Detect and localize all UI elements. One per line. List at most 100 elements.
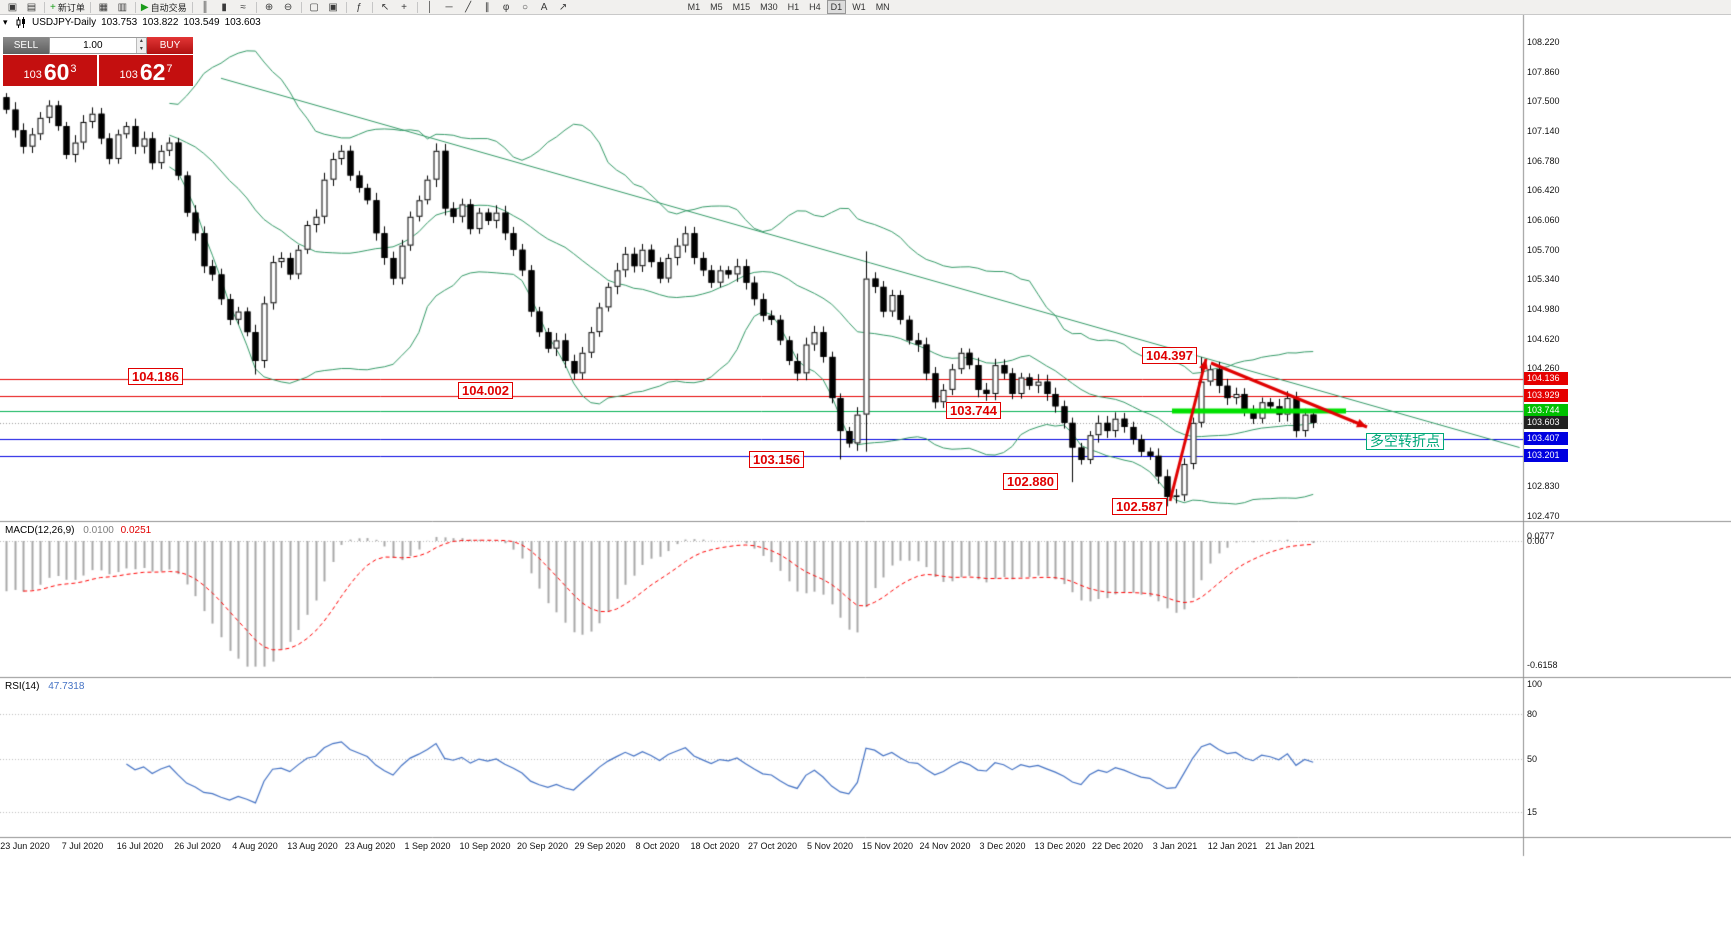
- toolbar: ▣ ▤ + 新订单 ▦ ▥ ▶ 自动交易 ║ ▮ ≈ ⊕ ⊖ ▢ ▣ ƒ ↖ + │ ─ ╱ ∥ φ ○ A ↗ M1 M5 M15 M…: [0, 0, 1731, 15]
- price-tag: 103.603: [1524, 416, 1568, 430]
- profiles-button[interactable]: ▥: [113, 1, 132, 14]
- horizontal-line-button[interactable]: ─: [440, 1, 459, 14]
- crosshair-button[interactable]: +: [395, 1, 414, 14]
- price-tag: 104.136: [1524, 372, 1568, 386]
- zoom-out-button[interactable]: ⊖: [279, 1, 298, 14]
- buy-price-point: 7: [166, 63, 173, 75]
- macd-name: MACD(12,26,9): [5, 525, 75, 536]
- autotrading-button-label: 自动交易: [150, 2, 187, 13]
- timeframe-w1[interactable]: W1: [852, 2, 866, 12]
- timeframe-m1[interactable]: M1: [687, 2, 701, 12]
- time-axis-label: 29 Sep 2020: [574, 841, 626, 851]
- toolbar-separator: [191, 1, 193, 13]
- zoom-out-button-glyph: ⊖: [283, 1, 293, 13]
- symbol-title: USDJPY-Daily: [32, 17, 97, 28]
- bar-chart-button[interactable]: ║: [196, 1, 215, 14]
- buy-price-figure: 103: [119, 69, 138, 81]
- price-axis-label: 107.500: [1527, 96, 1560, 107]
- sell-price-figure: 103: [23, 69, 42, 81]
- rsi-axis-label: 80: [1527, 709, 1538, 719]
- zoom-in-button-glyph: ⊕: [264, 1, 274, 13]
- price-axis-label: 104.980: [1527, 304, 1560, 315]
- cursor-button-glyph: ↖: [380, 1, 390, 13]
- timeframe-m30[interactable]: M30: [760, 2, 778, 12]
- time-axis-label: 5 Nov 2020: [806, 841, 854, 851]
- timeframe-h1[interactable]: H1: [787, 2, 800, 12]
- channel-button-glyph: ∥: [484, 1, 490, 13]
- autotrading-button[interactable]: ▶ 自动交易: [139, 1, 189, 14]
- indicators-button[interactable]: ƒ: [350, 1, 369, 14]
- time-axis-label: 23 Jun 2020: [0, 841, 50, 851]
- sell-price-button[interactable]: 103 60 3: [3, 55, 97, 86]
- chart-window-icon[interactable]: ▣: [3, 1, 22, 14]
- crosshair-button-glyph: +: [401, 1, 407, 13]
- volume-down-icon[interactable]: ▾: [136, 45, 146, 53]
- vertical-line-button[interactable]: │: [421, 1, 440, 14]
- price-axis-label: 105.700: [1527, 244, 1560, 255]
- toolbar-separator: [89, 1, 91, 13]
- cascade-windows-button[interactable]: ▣: [324, 1, 343, 14]
- time-axis-label: 18 Oct 2020: [690, 841, 740, 851]
- channel-button[interactable]: ∥: [478, 1, 497, 14]
- timeframe-h4[interactable]: H4: [809, 2, 821, 12]
- toolbar-separator: [300, 1, 302, 13]
- cascade-windows-button-glyph: ▣: [328, 1, 338, 13]
- new-chart-button[interactable]: ▦: [94, 1, 113, 14]
- toolbar-separator: [416, 1, 418, 13]
- shapes-button[interactable]: ○: [516, 1, 535, 14]
- price-tag: 103.929: [1524, 389, 1568, 403]
- new-order-button[interactable]: + 新订单: [48, 1, 87, 14]
- tile-windows-button[interactable]: ▢: [305, 1, 324, 14]
- arrow-tools-button-glyph: ↗: [558, 1, 568, 13]
- time-axis-label: 24 Nov 2020: [919, 841, 971, 851]
- price-level-annotation: 102.587: [1112, 498, 1167, 515]
- new-order-button-glyph: +: [50, 1, 56, 13]
- time-axis-label: 22 Dec 2020: [1091, 841, 1144, 851]
- buy-button[interactable]: BUY: [147, 37, 193, 54]
- line-chart-button[interactable]: ≈: [234, 1, 253, 14]
- rsi-axis-label: 50: [1527, 754, 1538, 764]
- toolbar-buttons: ▣ ▤ + 新订单 ▦ ▥ ▶ 自动交易 ║ ▮ ≈ ⊕ ⊖ ▢ ▣ ƒ ↖ + │ ─ ╱ ∥ φ ○ A ↗: [3, 1, 573, 14]
- fibonacci-button[interactable]: φ: [497, 1, 516, 14]
- cursor-button[interactable]: ↖: [376, 1, 395, 14]
- candlestick-chart-button-glyph: ▮: [221, 1, 227, 13]
- price-axis-label: 107.140: [1527, 126, 1560, 137]
- time-axis-label: 20 Sep 2020: [516, 841, 569, 851]
- time-axis-label: 15 Nov 2020: [861, 841, 914, 851]
- text-button-glyph: A: [540, 1, 548, 13]
- profile-icon[interactable]: ▤: [22, 1, 41, 14]
- sell-button[interactable]: SELL: [3, 37, 49, 54]
- profile-icon-glyph: ▤: [26, 1, 37, 13]
- price-level-annotation: 104.397: [1142, 347, 1197, 364]
- ohlc-close: 103.603: [224, 17, 261, 28]
- volume-up-icon[interactable]: ▴: [136, 38, 146, 46]
- time-axis-label: 7 Jul 2020: [61, 841, 104, 851]
- timeframe-m5[interactable]: M5: [710, 2, 723, 12]
- buy-price-button[interactable]: 103 62 7: [99, 55, 193, 86]
- trade-widget-toggle[interactable]: ▾: [3, 17, 8, 27]
- zoom-in-button[interactable]: ⊕: [260, 1, 279, 14]
- macd-axis-label: 0.0777: [1527, 531, 1555, 542]
- trendline-button[interactable]: ╱: [459, 1, 478, 14]
- timeframe-d1[interactable]: D1: [826, 0, 847, 14]
- sell-price-point: 3: [70, 63, 77, 75]
- timeframe-m15[interactable]: M15: [732, 2, 751, 12]
- profiles-button-glyph: ▥: [117, 1, 128, 13]
- price-axis-label: 104.260: [1527, 363, 1560, 374]
- timeframe-mn[interactable]: MN: [875, 2, 890, 12]
- volume-field-wrap: ▴ ▾: [49, 37, 147, 54]
- volume-input[interactable]: [50, 38, 136, 53]
- time-axis-label: 3 Jan 2021: [1152, 841, 1198, 851]
- arrow-tools-button[interactable]: ↗: [554, 1, 573, 14]
- price-axis-label: 108.220: [1527, 37, 1560, 47]
- candlestick-chart-button[interactable]: ▮: [215, 1, 234, 14]
- macd-axis-label: 0.00: [1527, 536, 1545, 546]
- macd-value-main: 0.0100: [83, 525, 114, 536]
- time-axis-label: 21 Jan 2021: [1265, 841, 1315, 851]
- price-axis-label: 106.060: [1527, 215, 1560, 226]
- text-button[interactable]: A: [535, 1, 554, 14]
- rsi-axis-label: 100: [1527, 679, 1543, 689]
- fibonacci-button-glyph: φ: [502, 1, 510, 13]
- line-chart-button-glyph: ≈: [240, 1, 246, 13]
